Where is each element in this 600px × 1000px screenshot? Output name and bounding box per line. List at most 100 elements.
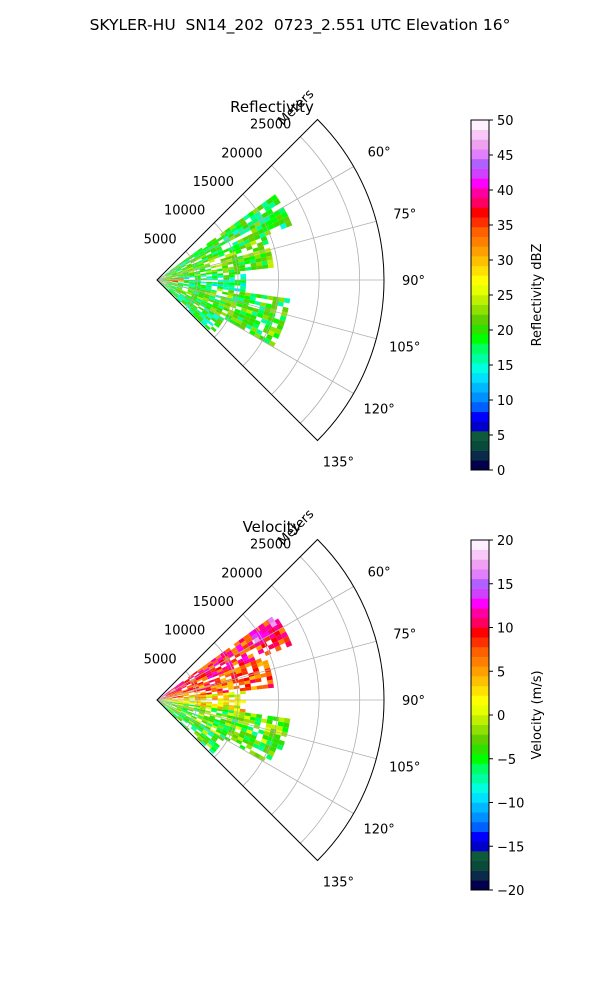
echo-cell bbox=[232, 229, 240, 236]
echo-cell bbox=[278, 739, 285, 746]
echo-cell bbox=[211, 689, 218, 693]
echo-cell bbox=[211, 271, 218, 275]
echo-cell bbox=[214, 311, 221, 317]
echo-cell bbox=[188, 272, 195, 275]
echo-cell bbox=[233, 220, 241, 227]
echo-cell bbox=[194, 720, 201, 725]
echo-cell bbox=[215, 246, 222, 251]
echo-cell bbox=[203, 667, 210, 673]
colorbar-tick-label: 30 bbox=[497, 254, 514, 269]
echo-cell bbox=[243, 677, 250, 682]
echo-cell bbox=[232, 679, 239, 684]
echo-cell bbox=[202, 296, 209, 301]
echo-cell bbox=[172, 698, 179, 700]
echo-cell bbox=[189, 276, 195, 278]
colorbar-segment bbox=[471, 217, 489, 228]
echo-cell bbox=[182, 299, 188, 304]
echo-cell bbox=[217, 304, 224, 310]
echo-cell bbox=[235, 739, 243, 745]
colorbar-segment bbox=[471, 149, 489, 160]
echo-cell bbox=[244, 680, 251, 685]
echo-cell bbox=[183, 280, 190, 283]
echo-cell bbox=[166, 703, 172, 706]
colorbar-segment bbox=[471, 265, 489, 276]
colorbar-segment bbox=[471, 382, 489, 393]
colorbar-segment bbox=[471, 588, 489, 599]
echo-cell bbox=[249, 644, 256, 651]
echo-cell bbox=[273, 198, 281, 206]
echo-cell bbox=[177, 705, 183, 709]
echo-cell bbox=[188, 309, 194, 315]
echo-cell bbox=[232, 314, 239, 320]
echo-cell bbox=[175, 267, 181, 271]
echo-cell bbox=[268, 632, 276, 640]
echo-cell bbox=[278, 319, 285, 326]
radial-tick-label: 15000 bbox=[193, 595, 234, 610]
echo-cell bbox=[215, 654, 222, 660]
echo-cell bbox=[260, 252, 267, 258]
echo-cell bbox=[196, 297, 203, 302]
echo-cell bbox=[176, 287, 183, 290]
echo-cell bbox=[243, 315, 251, 321]
echo-cell bbox=[230, 724, 237, 729]
echo-cell bbox=[228, 707, 235, 711]
echo-cell bbox=[205, 288, 212, 292]
echo-cell bbox=[265, 303, 272, 309]
echo-cell bbox=[217, 250, 224, 256]
echo-cell bbox=[200, 703, 207, 706]
echo-cell bbox=[254, 211, 262, 218]
echo-cell bbox=[265, 754, 273, 761]
echo-cell bbox=[276, 725, 284, 732]
echo-cell bbox=[206, 272, 212, 275]
echo-cell bbox=[267, 263, 274, 269]
echo-cell bbox=[212, 695, 218, 699]
echo-cell bbox=[232, 660, 239, 666]
echo-cell bbox=[188, 286, 195, 290]
echo-cell bbox=[201, 675, 208, 680]
echo-cell bbox=[185, 715, 191, 720]
echo-cell bbox=[233, 685, 240, 690]
echo-cell bbox=[183, 298, 189, 303]
echo-cell bbox=[258, 335, 266, 342]
echo-cell bbox=[216, 668, 223, 673]
echo-cell bbox=[208, 748, 215, 755]
echo-cell bbox=[249, 329, 256, 336]
echo-cell bbox=[234, 700, 241, 703]
echo-cell bbox=[263, 730, 270, 737]
echo-cell bbox=[168, 290, 173, 295]
echo-cell bbox=[211, 703, 218, 707]
echo-cell bbox=[258, 755, 266, 762]
echo-cell bbox=[209, 728, 216, 734]
echo-cell bbox=[193, 731, 200, 737]
echo-cell bbox=[165, 273, 172, 277]
echo-cell bbox=[166, 701, 173, 703]
echo-cell bbox=[256, 312, 264, 319]
echo-cell bbox=[232, 296, 239, 301]
echo-cell bbox=[206, 253, 213, 258]
echo-cell bbox=[161, 278, 167, 280]
echo-cell bbox=[188, 704, 195, 707]
echo-cell bbox=[196, 736, 203, 743]
echo-cell bbox=[215, 666, 222, 671]
echo-cell bbox=[255, 644, 263, 651]
echo-cell bbox=[165, 273, 172, 276]
echo-cell bbox=[199, 672, 206, 677]
echo-cell bbox=[178, 715, 184, 720]
colorbar-tick-label: 0 bbox=[497, 709, 505, 724]
echo-cell bbox=[210, 657, 217, 663]
echo-cell bbox=[179, 682, 186, 687]
echo-cell bbox=[240, 727, 248, 733]
echo-cell bbox=[205, 724, 212, 729]
echo-cell bbox=[206, 314, 213, 320]
echo-cell bbox=[200, 706, 206, 709]
echo-cell bbox=[166, 697, 173, 699]
echo-cell bbox=[171, 692, 177, 695]
echo-cell bbox=[242, 634, 250, 641]
echo-cell bbox=[169, 267, 175, 272]
echo-cell bbox=[285, 640, 293, 648]
echo-cell bbox=[238, 313, 245, 319]
echo-cell bbox=[263, 663, 270, 670]
echo-cell bbox=[191, 305, 197, 311]
echo-cell bbox=[277, 721, 284, 727]
echo-cell bbox=[227, 681, 234, 685]
